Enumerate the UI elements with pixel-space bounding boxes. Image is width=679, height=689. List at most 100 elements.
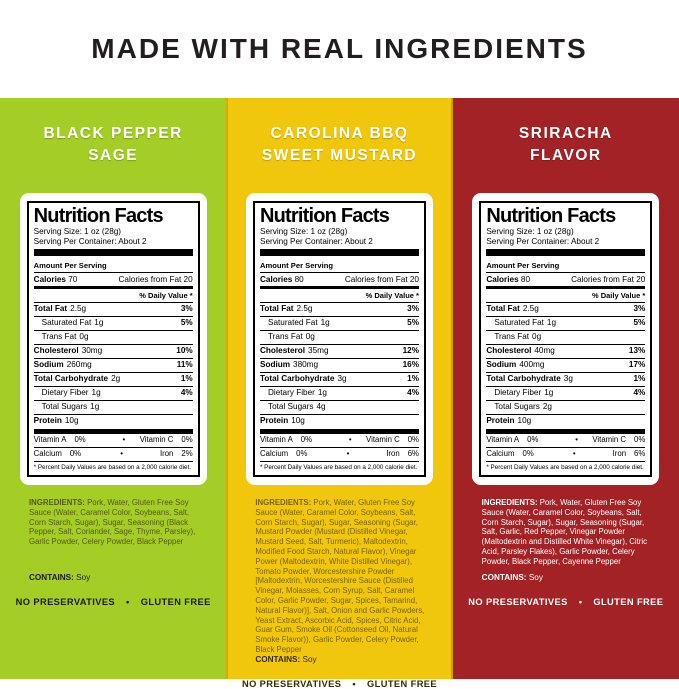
badge-bullet: • (578, 597, 583, 607)
daily-value-header: % Daily Value * (486, 289, 646, 303)
calories-row: Calories 80 Calories from Fat 20 (259, 273, 419, 289)
vitamin-row: Vitamin A 0% • Vitamin C 0% (486, 434, 646, 444)
amount-per-serving: Amount Per Serving (259, 258, 419, 273)
flavor-line-2: SAGE (88, 146, 139, 164)
amount-per-serving: Amount Per Serving (486, 258, 646, 273)
nutrient-row: Total Fat 2.5g 3% (33, 303, 193, 317)
vitamin-row: Calcium 0% • Iron 6% (486, 446, 646, 461)
contains-statement: CONTAINS: Soy (29, 573, 91, 582)
no-preservatives-badge: NO PRESERVATIVES (468, 597, 568, 607)
amount-per-serving: Amount Per Serving (33, 258, 193, 273)
vitamin-rows: Vitamin A 0% • Vitamin C 0% Calcium 0% • Iron 6% (486, 434, 646, 461)
panel-carolina-bbq-sweet-mustard: CAROLINA BBQ SWEET MUSTARD Nutrition Fac… (226, 98, 453, 689)
nutrient-row: Total Fat 2.5g 3% (259, 303, 419, 317)
flavor-title: CAROLINA BBQ SWEET MUSTARD (226, 123, 452, 169)
nutrient-row: Sodium 260mg 11% (33, 359, 193, 373)
nutrition-facts-card: Nutrition Facts Serving Size: 1 oz (28g)… (472, 193, 660, 486)
contains-label: CONTAINS: (481, 573, 527, 582)
nutrient-row: Sodium 380mg 16% (259, 359, 419, 373)
vitamin-row: Vitamin A 0% • Vitamin C 0% (33, 434, 193, 444)
gluten-free-badge: GLUTEN FREE (367, 678, 438, 689)
nutrient-row: Saturated Fat 1g 5% (33, 317, 193, 331)
ingredients-label: INGREDIENTS: (481, 498, 538, 508)
serving-size: Serving Size: 1 oz (28g) (486, 227, 574, 236)
daily-value-header: % Daily Value * (259, 289, 419, 303)
vitamin-rows: Vitamin A 0% • Vitamin C 0% Calcium 0% • Iron 2% (33, 434, 193, 461)
flavor-line-1: CAROLINA BBQ (270, 125, 409, 142)
flavor-line-1: SRIRACHA (518, 125, 613, 142)
calories-from-fat: Calories from Fat 20 (118, 274, 193, 284)
flavor-title: BLACK PEPPER SAGE (0, 123, 226, 169)
daily-value-footnote: * Percent Daily Values are based on a 2,… (259, 460, 419, 471)
nutrition-facts-heading: Nutrition Facts (486, 205, 616, 227)
ingredients-label: INGREDIENTS: (255, 498, 312, 508)
vitamin-row: Calcium 0% • Iron 6% (259, 446, 419, 461)
nutrient-row: Total Sugars 1g (33, 401, 193, 415)
flavor-title: SRIRACHA FLAVOR (453, 123, 679, 169)
contains-label: CONTAINS: (255, 654, 301, 664)
contains-label: CONTAINS: (29, 573, 74, 582)
serving-per-container: Serving Per Container: About 2 (259, 237, 373, 246)
nutrient-row: Total Carbohydrate 2g 1% (33, 373, 193, 387)
nutrient-row: Total Sugars 2g (486, 401, 646, 415)
contains-statement: CONTAINS: Soy (255, 654, 317, 664)
nutrient-row: Trans Fat 0g (259, 331, 419, 345)
flavor-line-1: BLACK PEPPER (43, 125, 183, 142)
panel-black-pepper-sage: BLACK PEPPER SAGE Nutrition Facts Servin… (0, 98, 227, 679)
no-preservatives-badge: NO PRESERVATIVES (241, 678, 342, 689)
calories-row: Calories 80 Calories from Fat 20 (486, 273, 646, 289)
divider-bar (486, 428, 646, 434)
nutrition-facts-heading: Nutrition Facts (33, 205, 164, 227)
serving-per-container: Serving Per Container: About 2 (486, 237, 600, 246)
gluten-free-badge: GLUTEN FREE (140, 597, 211, 607)
serving-size: Serving Size: 1 oz (28g) (259, 227, 348, 236)
nutrient-row: Protein 10g (33, 416, 79, 426)
panel-sriracha-flavor: SRIRACHA FLAVOR Nutrition Facts Serving … (452, 98, 679, 679)
daily-value-header: % Daily Value * (33, 289, 193, 303)
divider-bar (486, 249, 646, 256)
nutrient-row: Protein 10g (486, 416, 532, 426)
contains-statement: CONTAINS: Soy (481, 573, 543, 582)
daily-value-footnote: * Percent Daily Values are based on a 2,… (33, 460, 193, 471)
nutrition-facts-label: Nutrition Facts Serving Size: 1 oz (28g)… (26, 201, 200, 478)
claim-badges: NO PRESERVATIVES • GLUTEN FREE (10, 597, 216, 607)
flavor-panels: BLACK PEPPER SAGE Nutrition Facts Servin… (0, 98, 679, 689)
nutrient-row: Saturated Fat 1g 5% (486, 317, 646, 331)
nutrient-row: Dietary Fiber 1g 4% (486, 387, 646, 401)
divider-bar (259, 428, 419, 434)
no-preservatives-badge: NO PRESERVATIVES (15, 597, 116, 607)
ingredients-label: INGREDIENTS: (29, 498, 85, 508)
nutrition-facts-card: Nutrition Facts Serving Size: 1 oz (28g)… (19, 193, 207, 486)
nutrient-row: Dietary Fiber 1g 4% (259, 387, 419, 401)
divider-bar (33, 428, 193, 434)
serving-per-container: Serving Per Container: About 2 (33, 237, 147, 246)
nutrient-row: Total Sugars 4g (259, 401, 419, 415)
nutrient-row: Dietary Fiber 1g 4% (33, 387, 193, 401)
vitamin-row: Calcium 0% • Iron 2% (33, 446, 193, 461)
calories-from-fat: Calories from Fat 20 (344, 274, 419, 284)
nutrient-row: Protein 10g (259, 416, 305, 426)
nutrition-facts-heading: Nutrition Facts (259, 205, 390, 227)
page-title: MADE WITH REAL INGREDIENTS (91, 33, 588, 64)
nutrient-row: Total Carbohydrate 3g 1% (486, 373, 646, 387)
nutrition-facts-label: Nutrition Facts Serving Size: 1 oz (28g)… (479, 201, 653, 478)
nutrition-facts-label: Nutrition Facts Serving Size: 1 oz (28g)… (252, 201, 426, 478)
nutrient-row: Saturated Fat 1g 5% (259, 317, 419, 331)
badge-bullet: • (126, 597, 130, 607)
nutrient-row: Cholesterol 35mg 12% (259, 345, 419, 359)
claim-badges: NO PRESERVATIVES • GLUTEN FREE (236, 679, 442, 689)
flavor-line-2: FLAVOR (530, 146, 602, 164)
daily-value-footnote: * Percent Daily Values are based on a 2,… (486, 460, 646, 471)
calories-value: Calories 80 (259, 274, 304, 284)
gluten-free-badge: GLUTEN FREE (593, 597, 664, 607)
vitamin-rows: Vitamin A 0% • Vitamin C 0% Calcium 0% • Iron 6% (259, 434, 419, 461)
nutrient-row: Total Fat 2.5g 3% (486, 303, 646, 317)
ingredients-text: INGREDIENTS: Pork, Water, Gluten Free So… (481, 498, 648, 566)
nutrition-facts-card: Nutrition Facts Serving Size: 1 oz (28g)… (245, 193, 433, 486)
nutrient-row: Sodium 400mg 17% (486, 359, 646, 373)
vitamin-row: Vitamin A 0% • Vitamin C 0% (259, 434, 419, 444)
divider-bar (259, 249, 419, 256)
calories-row: Calories 70 Calories from Fat 20 (33, 273, 193, 289)
ingredients-text: INGREDIENTS: Pork, Water, Gluten Free So… (29, 498, 196, 547)
nutrient-row: Trans Fat 0g (486, 331, 646, 345)
